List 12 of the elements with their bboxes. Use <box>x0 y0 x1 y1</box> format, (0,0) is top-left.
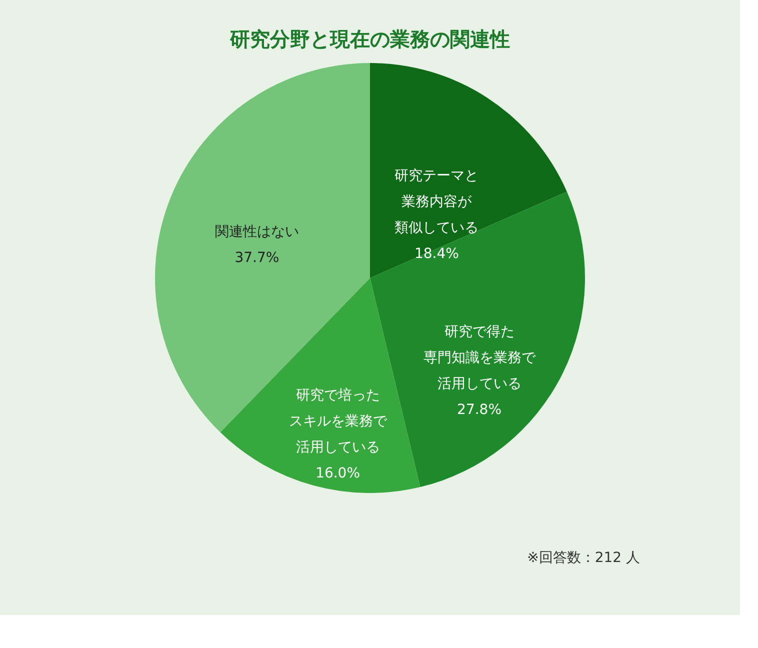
pie-slice <box>220 278 420 493</box>
text: ※回答数：212 人 <box>527 550 640 566</box>
slice-label: 関連性はない <box>214 224 299 240</box>
chart-title: 研究分野と現在の業務の関連性 <box>229 27 510 51</box>
data-label: 27.8% <box>457 402 502 418</box>
slice-label: 研究で培ったスキルを業務で活用している <box>288 388 388 456</box>
slice-label: 研究で得た専門知識を業務で活用している <box>423 324 536 392</box>
data-label: 16.0% <box>316 466 360 482</box>
data-label: 37.7% <box>234 250 280 266</box>
data-label: 18.4% <box>414 246 459 262</box>
slice-label: 研究テーマと業務内容が類似している <box>394 168 479 236</box>
pie-slice <box>370 63 567 278</box>
